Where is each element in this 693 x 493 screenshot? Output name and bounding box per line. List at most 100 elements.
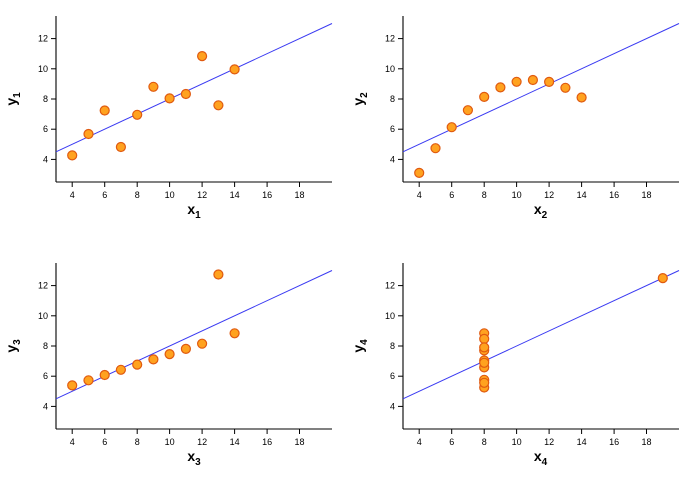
y-tick-label: 6	[389, 371, 394, 381]
data-point	[657, 272, 668, 283]
x-axis-label-2: x2	[534, 201, 547, 221]
x-tick-label: 18	[294, 437, 304, 447]
y-tick-label: 8	[43, 341, 48, 351]
data-point	[429, 143, 441, 154]
data-point	[83, 128, 94, 140]
x-tick-label: 16	[262, 437, 272, 447]
y-tick-label: 10	[38, 64, 48, 74]
data-point	[132, 358, 143, 370]
y-tick-label: 12	[38, 34, 48, 44]
scatter-panel-4: 4 6 8 10 12 14 16 18 4 6 8 10 12 x4 y4	[347, 247, 693, 493]
data-point	[197, 338, 208, 349]
x-tick-label: 8	[481, 190, 486, 200]
axis-label-subscript: 1	[11, 92, 23, 98]
y-tick-label: 8	[389, 341, 394, 351]
x-tick-label: 12	[544, 190, 554, 200]
x-tick-label: 6	[102, 190, 107, 200]
data-point	[83, 374, 94, 385]
data-point	[164, 93, 175, 104]
x-tick-label: 10	[165, 190, 175, 200]
y-axis-label-1: y1	[3, 92, 23, 105]
x-tick-label: 18	[641, 190, 651, 200]
data-point	[511, 76, 522, 87]
x-tick-label: 18	[641, 437, 651, 447]
x-tick-label: 14	[230, 437, 240, 447]
x-tick-label: 16	[262, 190, 272, 200]
y-tick-label: 6	[389, 124, 394, 134]
data-point	[99, 105, 110, 116]
data-point	[478, 333, 489, 344]
data-point	[115, 141, 127, 153]
axis-label-subscript: 3	[195, 456, 201, 468]
data-point	[494, 82, 505, 93]
data-point	[478, 357, 489, 368]
y-tick-label: 10	[38, 310, 48, 320]
data-point	[67, 150, 78, 161]
y-axis-label-4: y4	[350, 339, 370, 352]
x-tick-label: 8	[135, 437, 140, 447]
regression-line	[402, 269, 679, 399]
data-point	[527, 74, 538, 86]
data-point	[197, 50, 208, 62]
scatter-panel-1: 4 6 8 10 12 14 16 18 4 6 8 10 12 x1 y1	[0, 0, 346, 246]
data-point	[148, 353, 159, 365]
data-point	[478, 91, 489, 103]
x-tick-label: 8	[135, 190, 140, 200]
axis-label-text: x	[187, 201, 196, 217]
y-tick-label: 4	[389, 401, 394, 411]
x-tick-label: 14	[230, 190, 240, 200]
x-tick-label: 16	[609, 437, 619, 447]
y-tick-label: 6	[43, 371, 48, 381]
x-tick-label: 10	[511, 437, 521, 447]
data-point	[148, 81, 159, 92]
scatter-plot-3: 4 6 8 10 12 14 16 18 4 6 8 10 12	[38, 262, 333, 447]
x-tick-label: 6	[102, 437, 107, 447]
data-point	[213, 100, 224, 111]
data-point	[180, 88, 191, 100]
axis-label-text: y	[3, 97, 20, 106]
data-point	[213, 268, 224, 280]
x-tick-label: 4	[416, 190, 421, 200]
regression-line	[402, 23, 679, 153]
scatter-plot-1: 4 6 8 10 12 14 16 18 4 6 8 10 12	[38, 16, 333, 200]
x-tick-label: 14	[576, 437, 586, 447]
data-point	[559, 82, 570, 93]
x-tick-label: 4	[416, 437, 421, 447]
scatter-panel-3: 4 6 8 10 12 14 16 18 4 6 8 10 12 x3 y3	[0, 247, 346, 493]
axis-label-subscript: 2	[541, 209, 548, 221]
x-tick-label: 12	[544, 437, 554, 447]
y-tick-label: 8	[43, 94, 48, 104]
y-tick-label: 8	[389, 94, 394, 104]
data-point	[462, 105, 473, 116]
y-tick-label: 4	[389, 154, 394, 164]
x-tick-label: 14	[576, 190, 586, 200]
y-axis-label-2: y2	[350, 92, 370, 105]
axis-label-text: y	[3, 344, 20, 353]
axis-label-text: y	[349, 97, 366, 106]
x-tick-label: 18	[294, 190, 304, 200]
x-axis-label-3: x3	[187, 448, 200, 468]
x-tick-label: 8	[481, 437, 486, 447]
y-tick-label: 12	[38, 280, 48, 290]
axis-label-subscript: 3	[11, 338, 23, 345]
axis-label-text: x	[533, 447, 542, 464]
data-point	[164, 348, 175, 359]
data-point	[576, 92, 587, 103]
data-point	[67, 379, 78, 390]
axis-label-subscript: 4	[541, 456, 548, 468]
axis-label-text: y	[349, 344, 366, 353]
data-point	[478, 341, 489, 353]
x-tick-label: 12	[197, 437, 207, 447]
x-tick-label: 16	[609, 190, 619, 200]
data-point	[446, 122, 457, 133]
axis-label-subscript: 1	[195, 209, 201, 221]
y-tick-label: 10	[384, 310, 394, 320]
axis-label-text: x	[533, 201, 542, 217]
data-point	[99, 369, 110, 380]
x-tick-label: 4	[70, 437, 75, 447]
x-tick-label: 6	[449, 190, 454, 200]
y-tick-label: 4	[43, 154, 48, 164]
data-point	[180, 343, 191, 354]
y-tick-label: 4	[43, 401, 48, 411]
